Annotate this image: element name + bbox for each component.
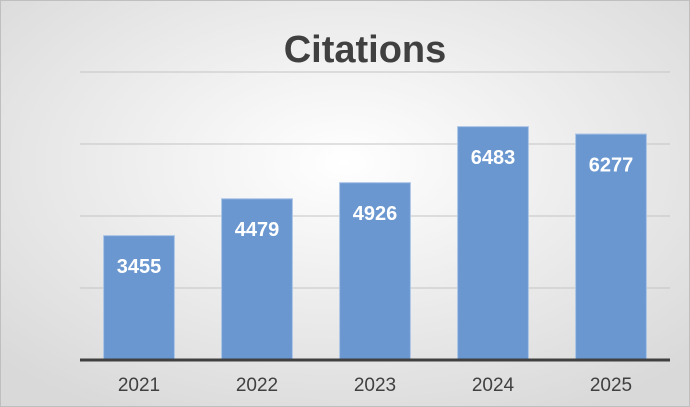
x-tick-label: 2025 (590, 375, 632, 396)
x-tick-label: 2021 (118, 375, 160, 396)
data-label: 6277 (589, 154, 634, 176)
chart-title: Citations (284, 29, 447, 71)
data-label: 4479 (235, 219, 280, 241)
bar (339, 182, 411, 361)
bar (575, 133, 647, 361)
x-tick-label: 2022 (236, 375, 278, 396)
bar (457, 126, 529, 361)
bar (103, 235, 175, 361)
x-tick-label: 2023 (354, 375, 396, 396)
data-label: 3455 (117, 256, 162, 278)
data-label: 4926 (353, 203, 398, 225)
data-label: 6483 (471, 147, 516, 169)
x-tick-label: 2024 (472, 375, 515, 396)
